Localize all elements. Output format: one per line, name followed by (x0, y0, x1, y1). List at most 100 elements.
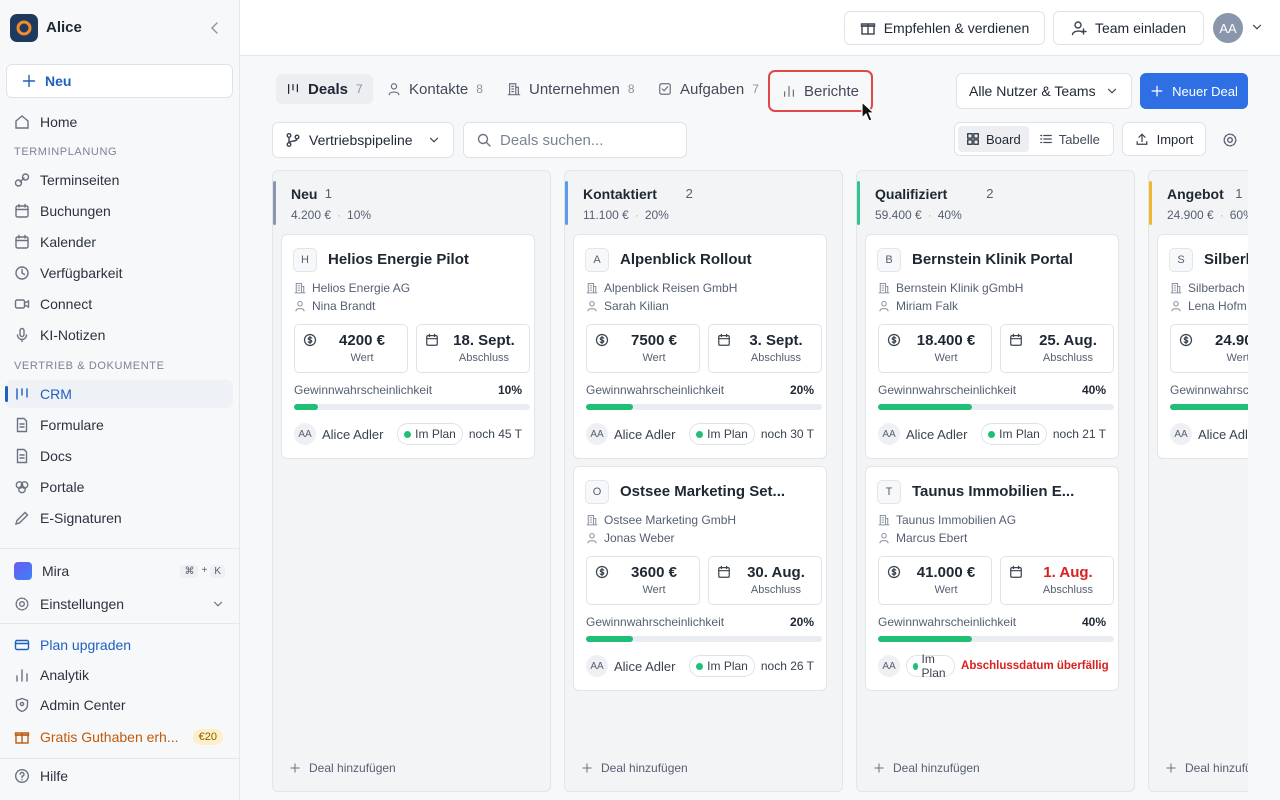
probability-label: Gewinnwahrscheinlichkeit (878, 615, 1017, 629)
new-button[interactable]: Neu (6, 64, 233, 98)
deal-stat: 3600 € Wert (586, 556, 700, 605)
column-meta: 11.100 € · 20% (583, 208, 669, 222)
icon (14, 448, 30, 464)
stat-value: 41.000 € (916, 564, 976, 581)
stat-text: 3600 € Wert (613, 564, 695, 596)
probability-bar (878, 404, 973, 410)
nav-item[interactable]: Analytik (6, 661, 233, 689)
deal-card[interactable]: T Taunus Immobilien E... Taunus Immobilien… (865, 466, 1119, 691)
import-button[interactable]: Import (1122, 122, 1206, 156)
status-pill: Im Plan (689, 423, 755, 445)
deal-contact: Nina Brandt (294, 299, 375, 313)
new-deal-button[interactable]: Neuer Deal (1140, 73, 1248, 109)
nav-label: Gratis Guthaben erh... (40, 729, 179, 745)
add-deal[interactable]: Deal hinzufügen (289, 761, 396, 775)
nav-item[interactable]: Docs (6, 442, 233, 470)
nav-item[interactable]: Gratis Guthaben erh... €20 (6, 723, 233, 751)
column: Qualifiziert 2 59.400 € · 40% B Bernstein Klin… (856, 170, 1135, 792)
icon (294, 300, 306, 312)
cursor (861, 100, 876, 122)
stat-text: 7500 € Wert (613, 332, 695, 364)
stat-value: 3600 € (631, 564, 677, 581)
deal-stat: 18.400 € Wert (878, 324, 992, 373)
stat-icon (595, 565, 609, 584)
add-deal[interactable]: Deal hinzufügen (1165, 761, 1248, 775)
view-table[interactable]: Tabelle (1029, 126, 1110, 152)
status-pill: Im Plan (981, 423, 1047, 445)
nav-item[interactable]: Hilfe (6, 762, 233, 790)
add-deal[interactable]: Deal hinzufügen (873, 761, 980, 775)
nav-item[interactable]: Portale (6, 473, 233, 501)
nav-item[interactable]: Plan upgraden (6, 631, 233, 659)
stat-label: Wert (1226, 352, 1248, 364)
owner-avatar: AA (586, 423, 608, 445)
nav-item[interactable]: Mira ⌘ + K (6, 557, 233, 585)
tab-label: Aufgaben (680, 80, 745, 98)
tab[interactable]: Kontakte 8 (377, 74, 493, 104)
deal-card[interactable]: SSilberbSilberbachLena Hofm24.900WertAbs… (1157, 234, 1248, 459)
avatar[interactable]: AA (1213, 13, 1243, 43)
deal-card[interactable]: H Helios Energie Pilot Helios Energie AG Ni… (281, 234, 535, 459)
collapse-button[interactable] (207, 20, 223, 41)
nav-item[interactable]: KI-Notizen (6, 321, 233, 349)
pipeline-select[interactable]: Vertriebspipeline (272, 122, 454, 158)
invite-button[interactable]: Team einladen (1053, 11, 1204, 45)
stat-label: Wert (350, 352, 374, 364)
deal-title: Silberb (1204, 251, 1248, 268)
deal-card[interactable]: B Bernstein Klinik Portal Bernstein Klinik… (865, 234, 1119, 459)
deal-remaining: noch 26 T (760, 659, 814, 673)
deal-title: Bernstein Klinik Portal (912, 251, 1073, 268)
add-deal[interactable]: Deal hinzufügen (581, 761, 688, 775)
column-accent (273, 181, 276, 225)
icon (658, 82, 672, 96)
contact-name: Miriam Falk (896, 299, 958, 313)
nav-label: Formulare (40, 417, 104, 433)
owner-filter[interactable]: Alle Nutzer & Teams (956, 73, 1132, 109)
nav-item[interactable]: Terminseiten (6, 166, 233, 194)
search-input[interactable]: Deals suchen... (463, 122, 687, 158)
deal-title: Helios Energie Pilot (328, 251, 469, 268)
view-board[interactable]: Board (958, 126, 1029, 152)
deal-remaining: noch 21 T (1052, 427, 1106, 441)
icon (14, 296, 30, 312)
probability-bar (878, 636, 973, 642)
nav-item[interactable]: E-Signaturen (6, 504, 233, 532)
tab[interactable]: Deals 7 (276, 74, 373, 104)
deal-card[interactable]: O Ostsee Marketing Set... Ostsee Marketing… (573, 466, 827, 691)
probability-bar (1170, 404, 1248, 410)
stat-value: 18. Sept. (453, 332, 515, 349)
nav-label: Verfügbarkeit (40, 265, 123, 281)
nav-item[interactable]: Home (6, 108, 233, 136)
nav-item[interactable]: Buchungen (6, 197, 233, 225)
stat-label: Wert (934, 584, 958, 596)
column-meta: 24.900 € · 60% (1167, 208, 1248, 222)
nav-item[interactable]: Connect (6, 290, 233, 318)
expand (211, 597, 225, 611)
deal-card[interactable]: A Alpenblick Rollout Alpenblick Reisen Gmb… (573, 234, 827, 459)
nav-item[interactable]: Verfügbarkeit (6, 259, 233, 287)
company-name: Taunus Immobilien AG (896, 513, 1017, 527)
tab-count: 7 (752, 82, 759, 96)
icon (14, 510, 30, 526)
stat-icon (595, 333, 609, 352)
tab[interactable]: Berichte (768, 70, 874, 112)
column-meta: 4.200 € · 10% (291, 208, 371, 222)
tab[interactable]: Aufgaben 7 (648, 74, 769, 104)
stat-label: Wert (934, 352, 958, 364)
nav-item[interactable]: Einstellungen (6, 590, 233, 618)
refer-button[interactable]: Empfehlen & verdienen (844, 11, 1045, 45)
probability-track (878, 404, 1114, 410)
icon (476, 132, 492, 148)
nav-item[interactable]: CRM (5, 380, 233, 408)
board-settings[interactable] (1222, 132, 1238, 153)
icon (14, 386, 30, 402)
tab-label: Kontakte (409, 80, 469, 98)
stat-value: 4200 € (339, 332, 385, 349)
icon (595, 565, 609, 579)
nav-item[interactable]: Formulare (6, 411, 233, 439)
avatar-menu[interactable] (1250, 20, 1264, 39)
nav-item[interactable]: Kalender (6, 228, 233, 256)
tab[interactable]: Unternehmen 8 (497, 74, 645, 104)
probability-track (586, 404, 822, 410)
nav-item[interactable]: Admin Center (6, 691, 233, 719)
